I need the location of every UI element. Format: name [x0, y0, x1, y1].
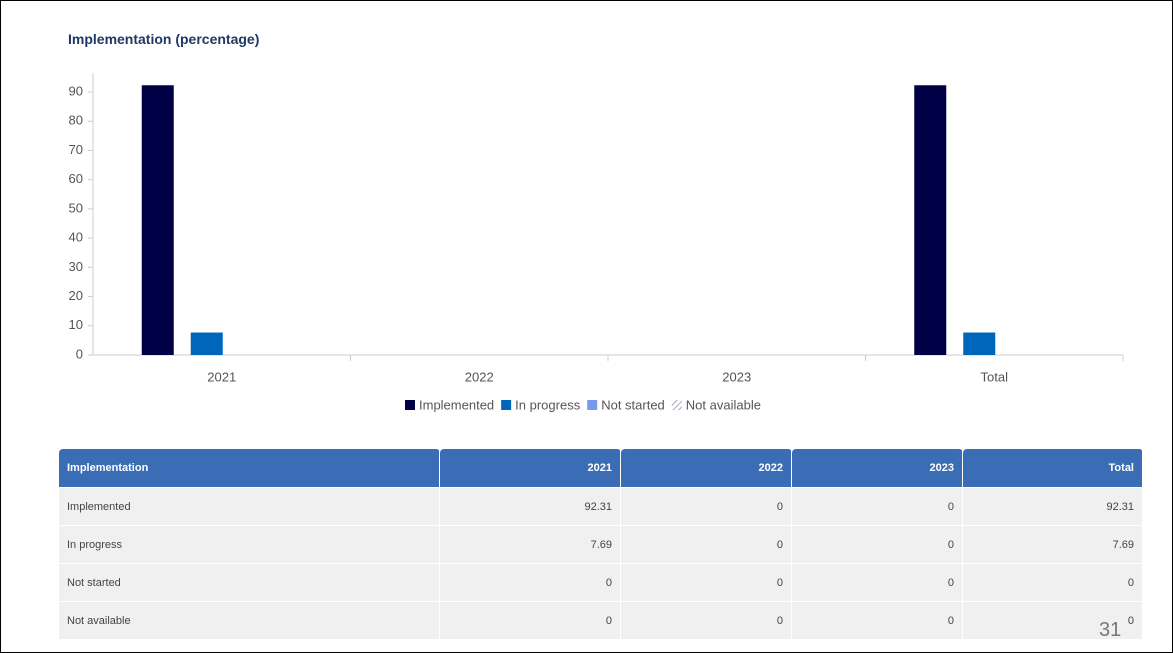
chart-title: Implementation (percentage) — [68, 31, 260, 47]
cell: 0 — [620, 563, 792, 602]
y-tick-label: 10 — [69, 317, 83, 332]
bar — [190, 332, 223, 355]
table-row: Not started 0 0 0 0 — [58, 563, 1143, 602]
y-tick-label: 40 — [69, 230, 83, 245]
header-cell: 2023 — [791, 448, 963, 488]
cell: 7.69 — [439, 525, 621, 564]
data-table: Implementation 2021 2022 2023 Total Implement… — [58, 448, 1143, 640]
x-tick-label: Total — [981, 369, 1009, 384]
cell: 0 — [791, 563, 963, 602]
row-label: Not started — [58, 563, 440, 602]
x-tick-label: 2021 — [207, 369, 236, 384]
table-row: Implemented 92.31 0 0 92.31 — [58, 487, 1143, 526]
table-row: Not available 0 0 0 0 — [58, 601, 1143, 640]
row-label: Not available — [58, 601, 440, 640]
y-tick-label: 30 — [69, 259, 83, 274]
y-tick-label: 60 — [69, 171, 83, 186]
legend-swatch — [501, 400, 512, 410]
row-label: Implemented — [58, 487, 440, 526]
cell: 0 — [962, 601, 1143, 640]
y-tick-label: 80 — [69, 113, 83, 128]
header-cell: Total — [962, 448, 1143, 488]
y-tick-label: 0 — [76, 346, 83, 361]
header-cell: 2021 — [439, 448, 621, 488]
cell: 0 — [791, 525, 963, 564]
legend-swatch — [671, 400, 682, 410]
x-tick-label: 2023 — [722, 369, 751, 384]
cell: 0 — [791, 601, 963, 640]
cell: 0 — [962, 563, 1143, 602]
y-tick-label: 50 — [69, 200, 83, 215]
page-number: 31 — [1099, 619, 1122, 641]
legend-label: Implemented — [419, 397, 494, 412]
table-row: In progress 7.69 0 0 7.69 — [58, 525, 1143, 564]
legend-label: In progress — [515, 397, 581, 412]
legend-swatch — [405, 400, 415, 410]
cell: 92.31 — [962, 487, 1143, 526]
chart: 0 10 20 30 40 50 60 70 80 90 2021 2022 2023 Total Impl… — [69, 73, 1124, 412]
legend: Implemented In progress Not started Not ava… — [405, 397, 761, 412]
cell: 0 — [791, 487, 963, 526]
cell: 7.69 — [962, 525, 1143, 564]
y-tick-label: 90 — [69, 83, 83, 98]
x-tick-label: 2022 — [465, 369, 494, 384]
legend-label: Not started — [601, 397, 665, 412]
legend-label: Not available — [686, 397, 761, 412]
bar — [914, 85, 947, 355]
cell: 0 — [620, 525, 792, 564]
cell: 92.31 — [439, 487, 621, 526]
cell: 0 — [439, 601, 621, 640]
row-label: In progress — [58, 525, 440, 564]
cell: 0 — [620, 487, 792, 526]
header-cell: 2022 — [620, 448, 792, 488]
legend-swatch — [587, 400, 598, 410]
y-tick-label: 20 — [69, 288, 83, 303]
header-row: Implementation 2021 2022 2023 Total — [58, 448, 1143, 488]
cell: 0 — [620, 601, 792, 640]
bar — [141, 85, 174, 355]
cell: 0 — [439, 563, 621, 602]
bar — [963, 332, 996, 355]
header-cell: Implementation — [58, 448, 440, 488]
y-tick-label: 70 — [69, 142, 83, 157]
